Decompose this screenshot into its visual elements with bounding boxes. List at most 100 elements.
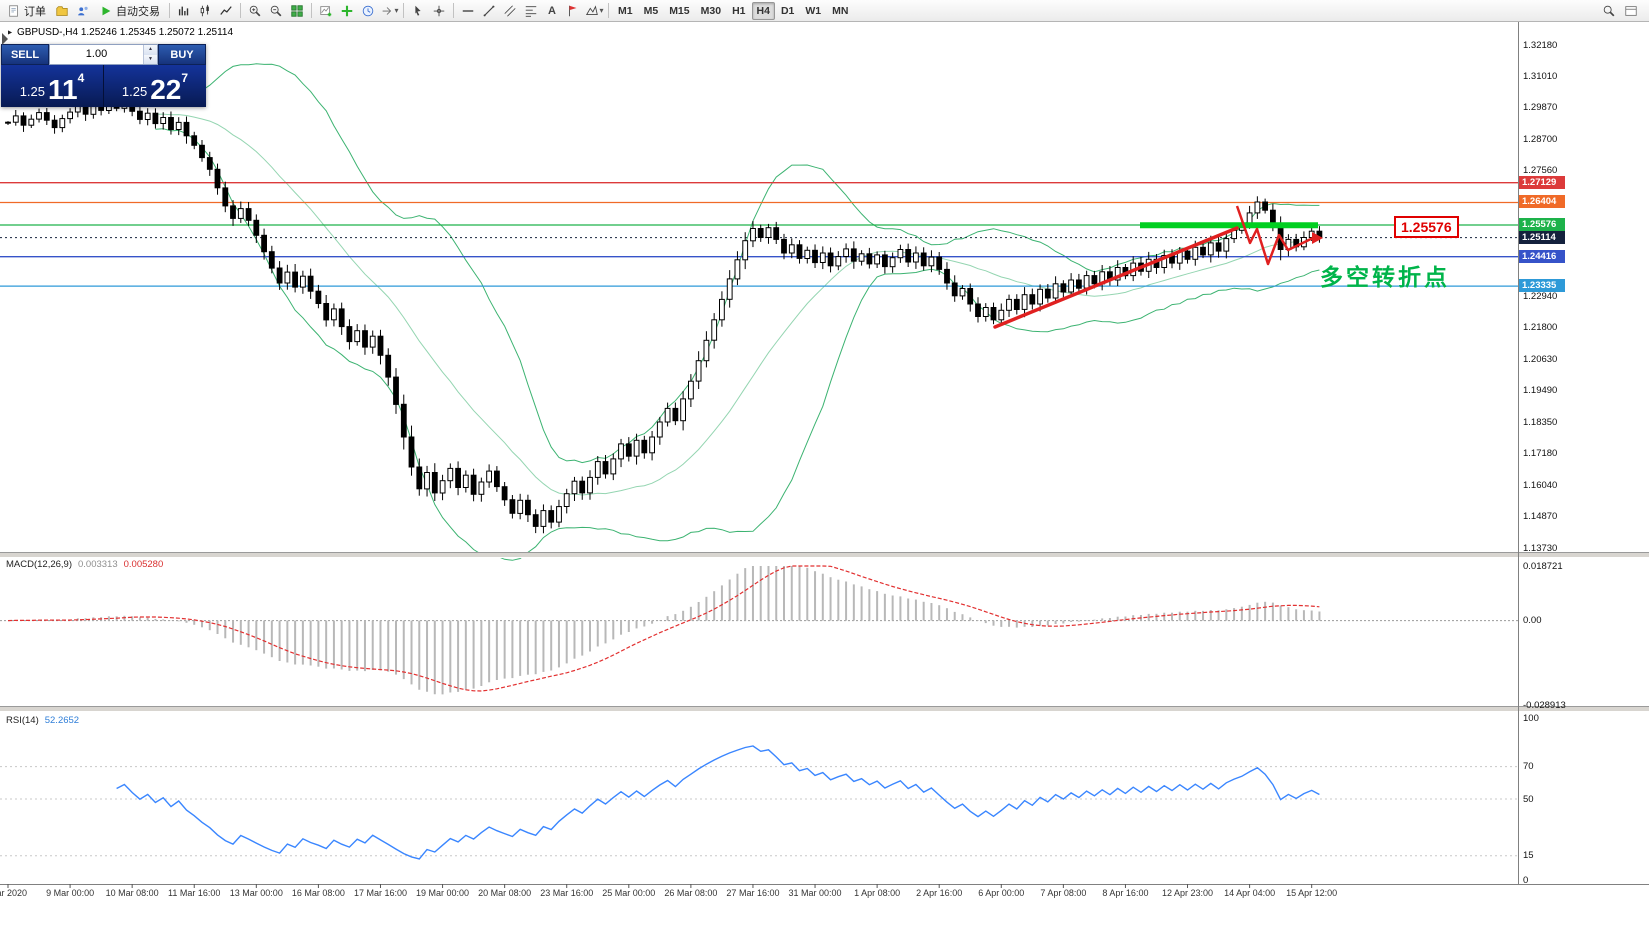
charts-menu-button[interactable]	[52, 1, 72, 21]
trade-panel-prices: 1.25 11 4 1.25 22 7	[1, 65, 206, 107]
candlestick-icon	[198, 4, 212, 18]
new-chart-button[interactable]	[316, 1, 336, 21]
new-chart-icon	[319, 4, 333, 18]
fibonacci-button[interactable]	[521, 1, 541, 21]
sell-button[interactable]: SELL	[1, 44, 49, 65]
buy-price-sup: 7	[181, 71, 189, 85]
tile-windows-button[interactable]	[287, 1, 307, 21]
channel-button[interactable]	[500, 1, 520, 21]
timeframe-w1-button[interactable]: W1	[800, 2, 826, 20]
folder-icon	[55, 4, 69, 18]
indicators-button[interactable]	[337, 1, 357, 21]
sell-price[interactable]: 1.25 11 4	[1, 65, 103, 107]
volume-value[interactable]: 1.00	[85, 48, 108, 60]
line-chart-button[interactable]	[216, 1, 236, 21]
horizontal-line-button[interactable]	[458, 1, 478, 21]
toolbar-separator	[311, 3, 312, 18]
buy-button[interactable]: BUY	[158, 44, 206, 65]
bar-chart-button[interactable]	[174, 1, 194, 21]
toolbar-right-group	[1599, 1, 1647, 21]
horizontal-line-icon	[461, 4, 475, 18]
autotrade-label: 自动交易	[116, 5, 160, 18]
cursor-icon	[411, 4, 425, 18]
timeframe-h4-button[interactable]: H4	[751, 1, 775, 20]
one-click-trading-panel: SELL 1.00 ▲ ▼ BUY 1.25 11 4 1.25 22 7	[1, 44, 206, 107]
crosshair-button[interactable]	[429, 1, 449, 21]
chart-shift-button[interactable]: ▾	[379, 1, 399, 21]
macd-name: MACD(12,26,9)	[6, 559, 72, 570]
turning-point-annotation: 多空转折点	[1320, 264, 1450, 290]
timeframe-m1-button[interactable]: M1	[613, 2, 638, 20]
timeframe-h1-button[interactable]: H1	[727, 2, 750, 20]
crosshair-icon	[432, 4, 446, 18]
trendline-icon	[482, 4, 496, 18]
autoscroll-button[interactable]	[358, 1, 378, 21]
shapes-dropdown-button[interactable]: ▾	[584, 1, 604, 21]
toolbar-separator	[169, 3, 170, 18]
new-order-label: 订单	[24, 5, 46, 18]
new-order-icon	[7, 4, 21, 18]
trade-panel-controls: SELL 1.00 ▲ ▼ BUY	[1, 44, 206, 65]
autotrade-play-icon	[99, 4, 113, 18]
trade-panel-divider	[103, 65, 104, 107]
channel-icon	[503, 4, 517, 18]
clock-icon	[361, 4, 375, 18]
new-order-button[interactable]: 订单	[2, 1, 51, 21]
chevron-down-icon: ▾	[599, 6, 604, 15]
flag-icon	[566, 4, 580, 18]
timeframe-m15-button[interactable]: M15	[664, 2, 694, 20]
fibonacci-icon	[524, 4, 538, 18]
text-tool-label: A	[548, 4, 556, 17]
macd-signal-value: 0.005280	[123, 559, 164, 570]
volume-spinner: ▲ ▼	[143, 45, 157, 64]
profiles-button[interactable]	[73, 1, 93, 21]
symbol-ohlc-text: GBPUSD-,H4 1.25246 1.25345 1.25072 1.251…	[16, 27, 234, 38]
zoom-in-button[interactable]	[245, 1, 265, 21]
bar-chart-icon	[177, 4, 191, 18]
toolbar-separator	[608, 3, 609, 18]
zoom-out-button[interactable]	[266, 1, 286, 21]
window-list-button[interactable]	[1621, 1, 1641, 21]
search-icon	[1602, 4, 1616, 18]
indicators-add-icon	[340, 4, 354, 18]
sell-price-big: 11	[48, 74, 78, 106]
cursor-button[interactable]	[408, 1, 428, 21]
chart-shift-icon	[380, 4, 394, 18]
rsi-value: 52.2652	[44, 715, 80, 726]
candlestick-chart-button[interactable]	[195, 1, 215, 21]
profiles-icon	[76, 4, 90, 18]
rsi-label: RSI(14) 52.2652	[6, 715, 79, 726]
macd-main-value: 0.003313	[78, 559, 118, 570]
trade-panel-collapse-icon[interactable]	[2, 33, 8, 45]
price-annotation-label: 1.25576	[1394, 216, 1459, 238]
timeframe-mn-button[interactable]: MN	[827, 2, 853, 20]
volume-up-button[interactable]: ▲	[144, 45, 157, 55]
timeframe-m5-button[interactable]: M5	[639, 2, 664, 20]
sell-price-sup: 4	[77, 71, 85, 85]
volume-down-button[interactable]: ▼	[144, 54, 157, 64]
text-tool-button[interactable]: A	[542, 1, 562, 21]
timeframe-m30-button[interactable]: M30	[696, 2, 726, 20]
zoom-in-icon	[248, 4, 262, 18]
buy-price-prefix: 1.25	[121, 84, 148, 99]
toolbar-separator	[453, 3, 454, 18]
macd-label: MACD(12,26,9) 0.003313 0.005280	[6, 559, 163, 570]
shapes-icon	[585, 4, 599, 18]
buy-price[interactable]: 1.25 22 7	[104, 65, 206, 107]
buy-price-big: 22	[150, 74, 182, 106]
toolbar-separator	[403, 3, 404, 18]
toolbar: 订单 自动交易 ▾	[0, 0, 1649, 22]
trendline-button[interactable]	[479, 1, 499, 21]
chevron-down-icon: ▾	[394, 6, 399, 15]
timeframe-d1-button[interactable]: D1	[776, 2, 799, 20]
line-chart-icon	[219, 4, 233, 18]
autotrade-button[interactable]: 自动交易	[94, 1, 165, 21]
symbol-ohlc-info: ▲ GBPUSD-,H4 1.25246 1.25345 1.25072 1.2…	[6, 27, 233, 38]
rsi-name: RSI(14)	[6, 715, 39, 726]
tile-windows-icon	[290, 4, 304, 18]
volume-field[interactable]: 1.00 ▲ ▼	[49, 44, 158, 65]
arrow-tool-button[interactable]	[563, 1, 583, 21]
search-button[interactable]	[1599, 1, 1619, 21]
toolbar-separator	[240, 3, 241, 18]
